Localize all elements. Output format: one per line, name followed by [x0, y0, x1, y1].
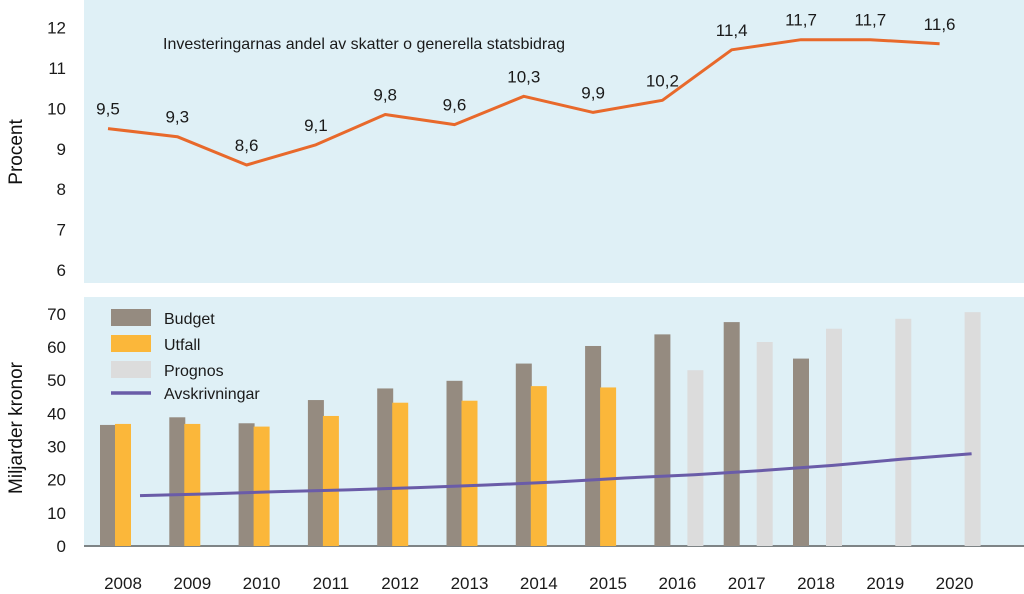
top-data-label: 11,7 [785, 11, 817, 30]
legend-utfall-swatch [111, 335, 151, 352]
top-line-series [107, 38, 940, 167]
x-tick-label: 2010 [243, 574, 281, 593]
top-y-axis-label: Procent [6, 119, 27, 185]
x-tick-label: 2013 [451, 574, 489, 593]
top-y-tick-label: 11 [48, 59, 66, 78]
x-tick-label: 2017 [728, 574, 766, 593]
x-tick-label: 2011 [313, 574, 350, 593]
top-data-label: 11,7 [854, 11, 886, 30]
top-data-label: 11,6 [924, 15, 956, 34]
bottom-y-tick-label: 30 [47, 437, 66, 456]
x-tick-label: 2008 [104, 574, 142, 593]
legend-avskrivningar-label: Avskrivningar [164, 386, 260, 403]
top-data-label: 9,6 [443, 96, 467, 115]
bar-utfall [530, 386, 547, 546]
bottom-y-tick-label: 50 [47, 371, 66, 390]
avskrivningar-line [139, 452, 972, 498]
top-data-label: 10,2 [646, 71, 679, 90]
bottom-plot-background [84, 297, 1024, 547]
x-tick-label: 2018 [797, 574, 835, 593]
bottom-y-ticks: 0 10 20 30 40 50 60 70 [47, 305, 66, 556]
top-data-label: 9,8 [373, 85, 397, 104]
top-data-label: 11,4 [716, 21, 748, 40]
top-y-tick-label: 7 [57, 221, 66, 240]
legend-prognos-swatch [111, 361, 151, 378]
legend: Budget Utfall Prognos Avskrivningar [111, 309, 260, 403]
bottom-y-tick-label: 10 [47, 504, 66, 523]
bottom-y-tick-label: 60 [47, 338, 66, 357]
legend-budget-swatch [111, 309, 151, 326]
x-tick-label: 2014 [520, 574, 558, 593]
top-chart-title: Investeringarnas andel av skatter o gene… [163, 36, 565, 53]
x-tick-label: 2015 [589, 574, 627, 593]
bar-prognos [826, 328, 842, 546]
legend-utfall-label: Utfall [164, 337, 200, 354]
legend-prognos-label: Prognos [164, 363, 224, 380]
top-y-tick-label: 12 [47, 19, 66, 38]
bottom-y-axis-label: Miljarder kronor [6, 361, 27, 494]
bar-utfall [392, 402, 409, 546]
x-ticks: 2008 2009 2010 2011 2012 2013 2014 2015 2016 2017… [104, 574, 973, 593]
bar-prognos [756, 342, 773, 546]
top-y-ticks: 6 7 8 9 10 11 12 [47, 19, 66, 280]
bottom-y-tick-label: 70 [47, 305, 66, 324]
bar-budget [238, 423, 255, 546]
bar-prognos [895, 318, 912, 546]
bar-utfall [253, 426, 270, 546]
top-y-tick-label: 9 [57, 140, 66, 159]
bar-budget [723, 322, 740, 546]
bottom-bars [100, 312, 981, 546]
top-y-tick-label: 10 [47, 99, 66, 118]
bar-budget [169, 417, 186, 546]
legend-budget-label: Budget [164, 311, 215, 328]
x-tick-label: 2009 [173, 574, 211, 593]
bottom-line-series [139, 452, 972, 498]
x-tick-label: 2019 [866, 574, 904, 593]
top-y-tick-label: 8 [57, 180, 66, 199]
bar-utfall [322, 415, 339, 546]
top-data-label: 10,3 [507, 67, 540, 86]
top-data-label: 8,6 [235, 136, 259, 155]
bar-budget [446, 380, 463, 546]
bar-budget [377, 388, 394, 546]
top-y-tick-label: 6 [57, 261, 66, 280]
bar-utfall [461, 400, 478, 546]
top-data-label: 9,5 [96, 100, 120, 119]
bar-budget [585, 345, 602, 546]
bottom-y-tick-label: 40 [47, 404, 66, 423]
bar-prognos [964, 312, 981, 546]
bar-budget [654, 334, 671, 546]
top-data-label: 9,1 [304, 116, 328, 135]
bar-budget [307, 400, 324, 546]
top-plot-background [84, 0, 1024, 283]
top-data-label: 9,3 [165, 108, 189, 127]
bar-utfall [600, 387, 617, 546]
bottom-y-tick-label: 20 [47, 471, 66, 490]
bar-utfall [115, 423, 131, 546]
bar-utfall [184, 423, 201, 546]
bar-prognos [687, 370, 704, 546]
top-series-line [107, 38, 940, 167]
bar-budget [793, 358, 809, 546]
bottom-y-tick-label: 0 [57, 537, 66, 556]
bar-budget [100, 424, 116, 546]
top-data-label: 9,9 [581, 83, 605, 102]
top-data-labels: 9,5 9,3 8,6 9,1 9,8 9,6 10,3 9,9 10,2 11,4 11,7 11,… [96, 11, 955, 155]
x-tick-label: 2012 [381, 574, 419, 593]
x-tick-label: 2020 [936, 574, 974, 593]
x-tick-label: 2016 [658, 574, 696, 593]
bar-budget [515, 363, 532, 546]
